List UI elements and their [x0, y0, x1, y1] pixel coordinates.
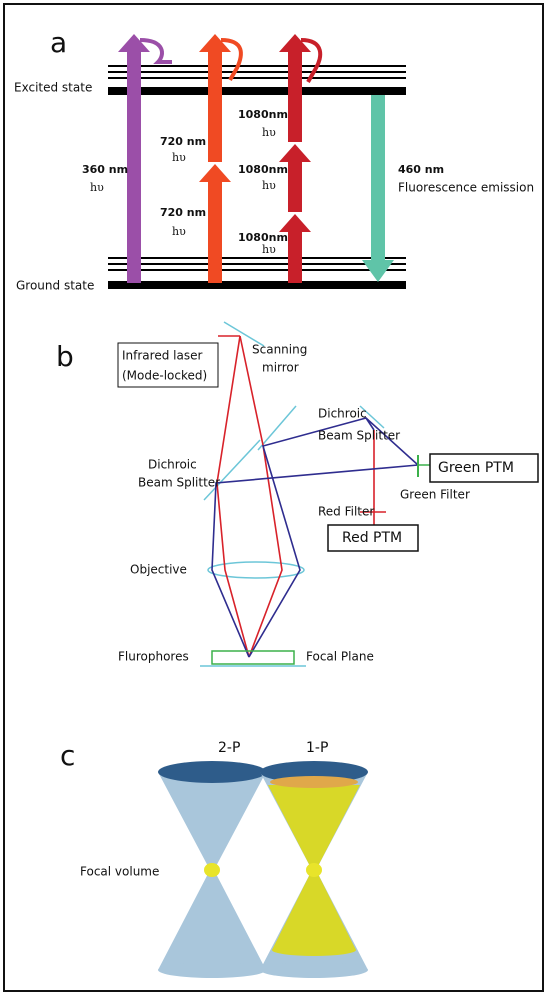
mode-label: 1-P [306, 740, 328, 756]
photon: hυ [262, 126, 276, 139]
splitter-label: Dichroic [148, 458, 197, 472]
ptm-label: Green PTM [438, 460, 514, 476]
laser-label: Infrared laser [122, 349, 202, 363]
panel-c: c 2-P 1-P Focal volume [60, 739, 368, 978]
photon: hυ [262, 179, 276, 192]
splitter-label: Dichroic [318, 407, 367, 421]
photon: hυ [172, 225, 186, 238]
state-label: Excited state [14, 81, 92, 95]
focal-volume-label: Focal volume [80, 865, 159, 879]
laser-label: (Mode-locked) [122, 369, 207, 383]
wavelength: 360 nm [82, 163, 128, 176]
panel-b: b Infrared laser (Mode-locked) Scanning … [56, 322, 538, 666]
wavelength: 1080nm [238, 163, 288, 176]
splitter-label: Beam Splitter [318, 429, 400, 443]
emission-label: Fluorescence emission [398, 181, 534, 195]
photon: hυ [90, 181, 104, 194]
ptm-label: Red PTM [342, 530, 402, 546]
wavelength: 1080nm [238, 108, 288, 121]
state-label: Ground state [16, 279, 94, 293]
focal-plane-label: Focal Plane [306, 650, 374, 664]
panel-label: c [60, 739, 75, 772]
splitter-label: Beam Splitter [138, 476, 220, 490]
wavelength: 460 nm [398, 163, 444, 176]
filter-label: Red Filter [318, 505, 374, 519]
panel-label: b [56, 340, 74, 373]
wavelength: 720 nm [160, 135, 206, 148]
photon: hυ [172, 151, 186, 164]
mirror-label: mirror [262, 361, 299, 375]
photon: hυ [262, 243, 276, 256]
wavelength: 720 nm [160, 206, 206, 219]
filter-label: Green Filter [400, 488, 470, 502]
mode-label: 2-P [218, 740, 240, 756]
fluorophores-label: Flurophores [118, 650, 189, 664]
objective-label: Objective [130, 563, 187, 577]
panel-a: a Excited state Ground state 360 nm hυ 7… [14, 26, 534, 293]
figure: a Excited state Ground state 360 nm hυ 7… [0, 0, 547, 996]
panel-label: a [50, 26, 67, 59]
